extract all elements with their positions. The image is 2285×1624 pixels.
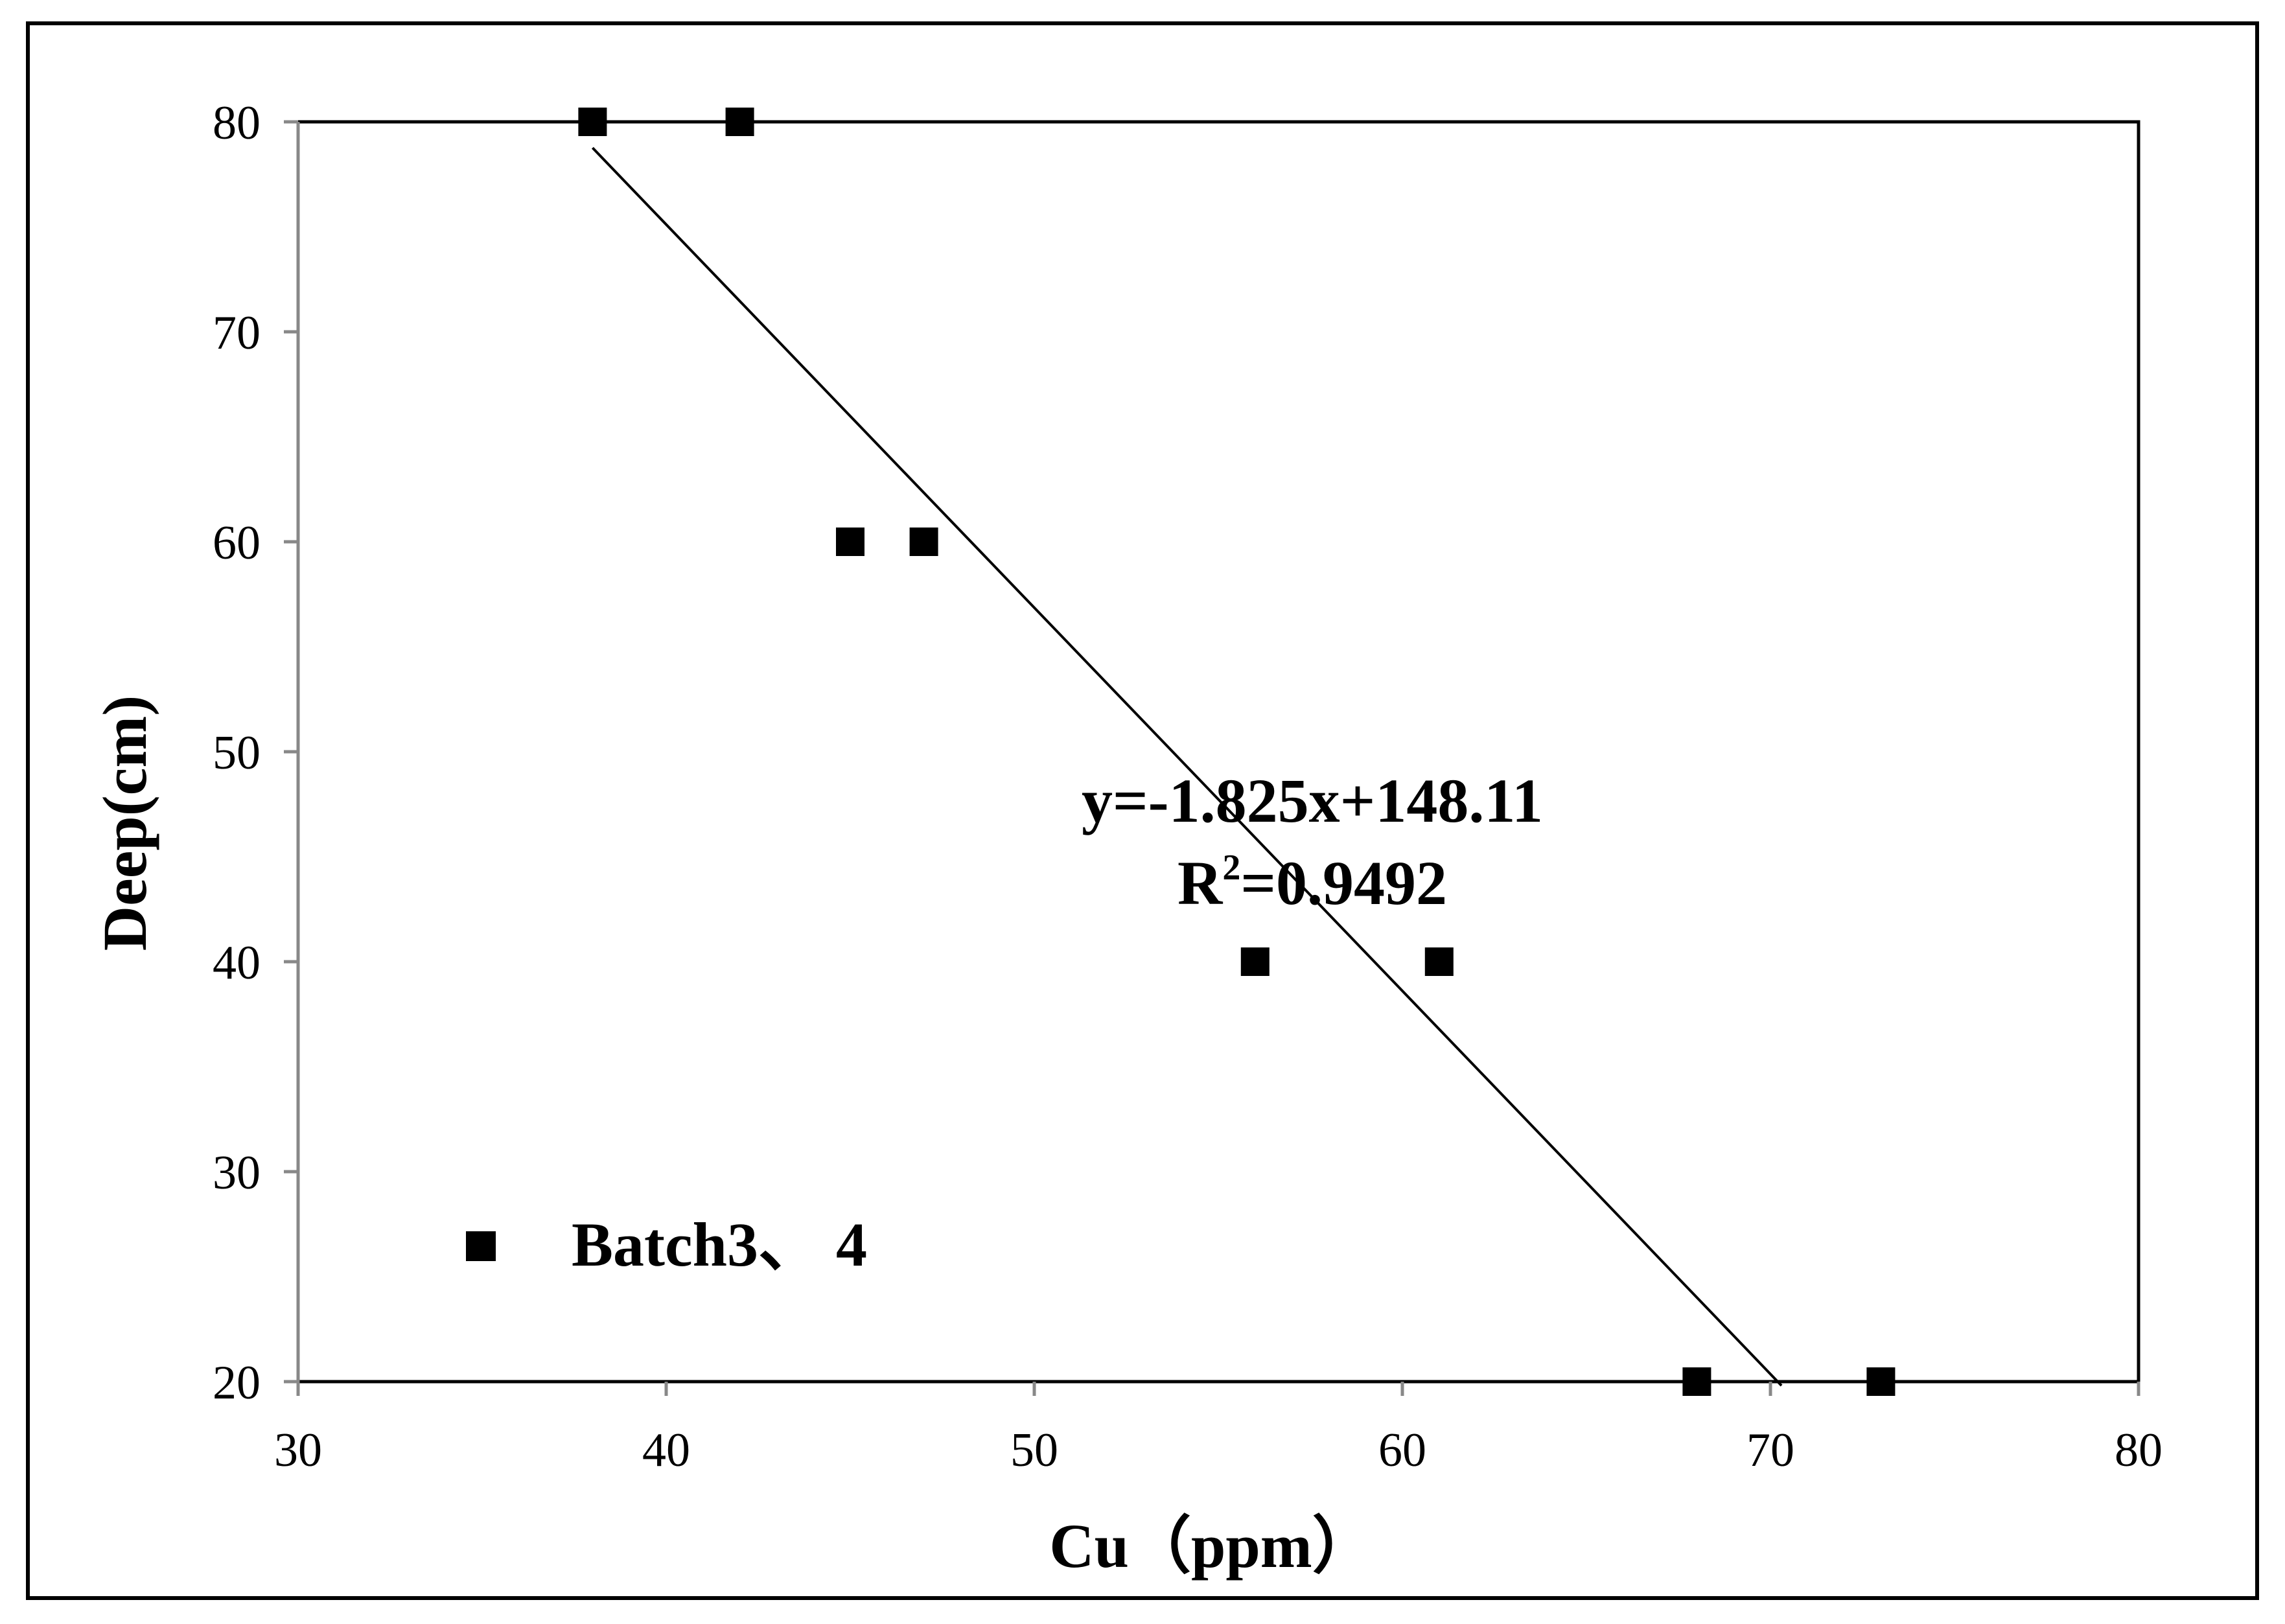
r-squared-value: =0.9492: [1240, 848, 1447, 918]
data-point: [1240, 947, 1270, 976]
r-squared-label: R2=0.9492: [1177, 848, 1447, 918]
trendline: [591, 146, 1783, 1387]
y-tick-label: 20: [213, 1356, 261, 1409]
x-tick-label: 50: [1010, 1424, 1058, 1477]
y-tick-label: 80: [213, 97, 261, 150]
y-tick-label: 60: [213, 516, 261, 570]
y-tick-label: 70: [213, 307, 261, 360]
data-point: [909, 528, 938, 556]
data-point: [836, 528, 864, 556]
y-tick-label: 30: [213, 1146, 261, 1200]
x-tick-label: 30: [274, 1424, 322, 1477]
legend-marker: [466, 1231, 496, 1261]
trendline-equation: y=-1.825x+148.11: [1082, 766, 1543, 835]
r-squared-r: R: [1177, 848, 1224, 918]
data-point: [1866, 1367, 1896, 1396]
x-tick-label: 70: [1746, 1424, 1794, 1477]
y-axis-title: Deep(cm): [90, 695, 159, 951]
x-tick-label: 40: [642, 1424, 690, 1477]
outer-frame: [26, 21, 2259, 1600]
y-tick-label: 40: [213, 936, 261, 990]
x-axis-title: Cu（ppm）: [1049, 1511, 1374, 1581]
x-tick-label: 60: [1378, 1424, 1426, 1477]
data-points: [578, 108, 1896, 1396]
data-point: [1424, 947, 1454, 976]
r-squared-superscript: 2: [1222, 848, 1240, 888]
plot-area: [296, 120, 2140, 1384]
y-axis-ticks: 20 30 40 50 60 70 80: [213, 97, 298, 1409]
y-tick-label: 50: [213, 726, 261, 780]
data-point: [1682, 1367, 1711, 1396]
x-axis-ticks: 30 40 50 60 70 80: [274, 1382, 2163, 1477]
data-point: [578, 108, 607, 136]
legend-label: Batch3、 4: [572, 1210, 867, 1279]
data-point: [725, 108, 754, 136]
x-tick-label: 80: [2115, 1424, 2163, 1477]
